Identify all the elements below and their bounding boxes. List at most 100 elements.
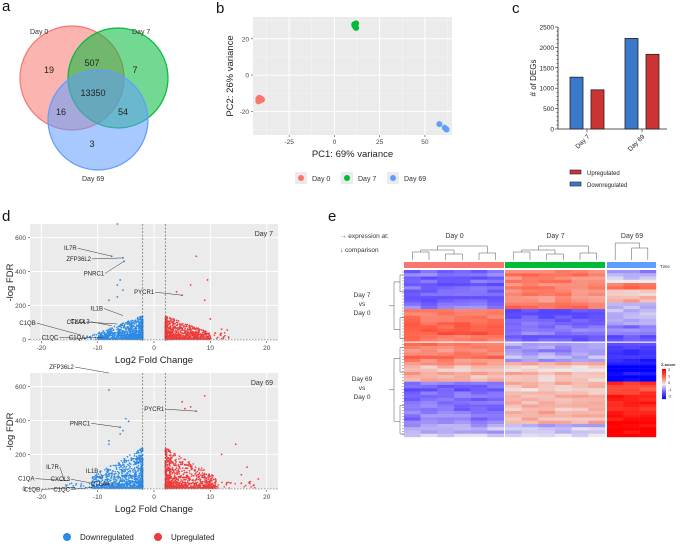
point-upregulated [174, 459, 176, 462]
point-upregulated [194, 470, 196, 472]
heatmap-cell [487, 270, 505, 274]
heatmap-cell [639, 371, 657, 376]
point-downregulated [131, 319, 134, 322]
heatmap-cell [454, 410, 471, 415]
heatmap-cell [420, 381, 438, 386]
point-upregulated [186, 485, 188, 488]
point-downregulated [133, 332, 135, 335]
gene-label: IL7R [64, 246, 77, 252]
heatmap-cell [607, 417, 624, 421]
heatmap-cell [623, 368, 640, 373]
heatmap-cell [571, 328, 589, 333]
point-upregulated [185, 476, 188, 479]
heatmap-cell [538, 430, 556, 434]
heatmap-cell [571, 289, 589, 293]
point-downregulated [132, 322, 135, 324]
heatmap-cell [623, 318, 640, 323]
heatmap-cell [538, 283, 556, 287]
point-upregulated [174, 332, 177, 335]
heatmap-cell [639, 420, 657, 425]
point-upregulated [182, 473, 185, 476]
point-upregulated [172, 469, 175, 472]
heatmap-cell [470, 381, 488, 386]
point-downregulated [124, 473, 127, 476]
point-upregulated [189, 329, 192, 332]
heatmap-cell [454, 296, 471, 300]
point-upregulated [186, 336, 188, 339]
point-downregulated [116, 479, 118, 482]
heatmap-cell [607, 270, 624, 274]
heatmap-cell [571, 433, 589, 438]
heatmap-cell [437, 394, 455, 399]
heatmap-cell [588, 305, 606, 310]
point-upregulated [178, 335, 181, 337]
point-upregulated [170, 456, 173, 459]
point-upregulated [207, 478, 209, 481]
heatmap-cell [623, 273, 640, 277]
heatmap-cell [571, 420, 589, 425]
heatmap-cell [571, 384, 589, 389]
heatmap-cell [420, 286, 438, 290]
heatmap-cell [505, 430, 522, 434]
point-upregulated [214, 477, 217, 480]
point-downregulated [113, 333, 116, 336]
point-upregulated [179, 476, 182, 479]
point-downregulated [137, 481, 140, 483]
point-downregulated [110, 329, 113, 331]
heatmap-cell [607, 328, 624, 333]
heatmap-cell [404, 423, 421, 428]
point-upregulated [184, 476, 186, 479]
heatmap-cell [639, 312, 657, 316]
point-downregulated [136, 486, 139, 488]
point-upregulated [202, 469, 204, 472]
point-downregulated [98, 479, 100, 482]
label-leader [36, 322, 81, 336]
point-upregulated [177, 469, 180, 472]
point-upregulated [203, 476, 206, 478]
point-upregulated [174, 322, 176, 325]
point-downregulated [140, 460, 142, 463]
point-downregulated [124, 327, 127, 329]
point-upregulated [195, 477, 198, 480]
point-upregulated [181, 400, 184, 403]
point-downregulated [115, 472, 117, 475]
heatmap-cell [437, 388, 455, 392]
point-upregulated [187, 487, 190, 490]
heatmap-cell [404, 349, 421, 353]
point-upregulated [176, 324, 178, 327]
heatmap-cell [437, 371, 455, 376]
colorbar-segment [662, 387, 666, 389]
heatmap-cell [571, 401, 589, 405]
point-upregulated [177, 475, 180, 478]
gene-label: ZFP36L2 [49, 365, 74, 371]
heatmap-cell [588, 394, 606, 399]
point-downregulated [136, 329, 138, 332]
point-downregulated [134, 331, 136, 333]
heatmap-cell [588, 384, 606, 389]
pca-point-day-69 [443, 126, 450, 133]
heatmap-cell [404, 315, 421, 320]
heatmap-cell [588, 371, 606, 376]
point-upregulated [182, 326, 185, 328]
heatmap-cell [487, 404, 505, 408]
point-upregulated [186, 475, 189, 478]
heatmap-cell [470, 417, 488, 421]
heatmap-cell [521, 430, 539, 434]
point-upregulated [170, 454, 172, 456]
heatmap-cell [454, 292, 471, 297]
point-downregulated [101, 479, 104, 482]
heatmap-cell [404, 318, 421, 323]
heatmap-cell [571, 430, 589, 434]
point-downregulated [115, 335, 118, 338]
colorbar-segment [662, 382, 666, 384]
heatmap-cell [470, 292, 488, 297]
point-upregulated [240, 482, 242, 485]
colorbar-segment [662, 383, 666, 385]
label-leader [74, 366, 109, 374]
point-upregulated [171, 336, 173, 339]
point-upregulated [176, 331, 178, 334]
point-downregulated [111, 472, 113, 475]
point-downregulated [135, 321, 138, 323]
row-group-label: vs [359, 301, 366, 308]
